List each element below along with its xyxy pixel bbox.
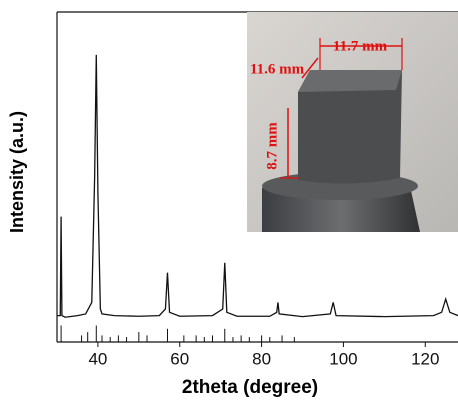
page: Intensity (a.u.) 2theta (degree) 11.7 mm… [0,0,458,403]
annotation: 8.7 mm [264,122,280,170]
x-tick-label: 120 [411,349,439,368]
y-axis-label: Intensity (a.u.) [7,111,27,233]
x-tick-label: 80 [252,349,271,368]
annotation: 11.7 mm [333,38,388,54]
x-tick-label: 100 [329,349,357,368]
x-axis-label: 2theta (degree) [182,377,318,398]
chart: Intensity (a.u.) 2theta (degree) 11.7 mm… [0,0,458,403]
x-tick-label: 40 [88,349,107,368]
sample-top [298,70,402,92]
x-tick-label: 60 [170,349,189,368]
inset-photo: 11.7 mm 11.6 mm 8.7 mm [247,12,458,232]
annotation: 11.6 mm [250,61,305,77]
